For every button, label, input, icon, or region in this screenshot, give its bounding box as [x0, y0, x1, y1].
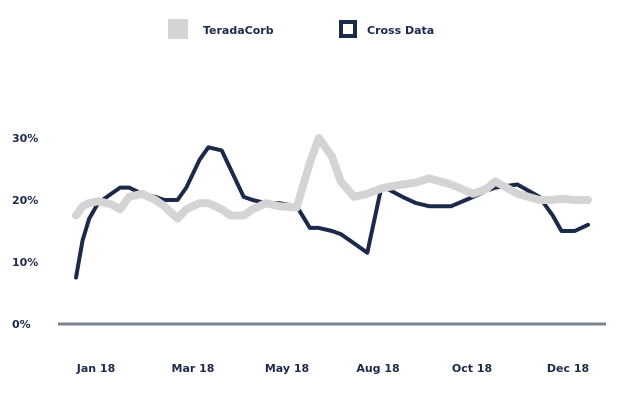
x-tick-label: Dec 18 [547, 362, 589, 375]
legend-label: TeradaCorb [203, 24, 274, 37]
y-tick-label: 0% [12, 318, 31, 331]
legend: TeradaCorb Cross Data [168, 19, 434, 39]
legend-item: TeradaCorb [168, 19, 274, 39]
x-tick-label: May 18 [265, 362, 309, 375]
y-axis-tick-labels: 0% 10% 20% 30% [12, 132, 38, 331]
x-tick-label: Mar 18 [172, 362, 215, 375]
x-axis-tick-labels: Jan 18 Mar 18 May 18 Aug 18 Oct 18 Dec 18 [76, 362, 589, 375]
y-tick-label: 30% [12, 132, 38, 145]
x-tick-label: Oct 18 [452, 362, 492, 375]
series-layer [72, 134, 592, 280]
y-tick-label: 20% [12, 194, 38, 207]
series-line-teradacorb [72, 134, 592, 223]
legend-label: Cross Data [367, 24, 434, 37]
legend-swatch [168, 19, 188, 39]
legend-swatch [339, 20, 357, 38]
x-tick-label: Aug 18 [356, 362, 399, 375]
x-tick-label: Jan 18 [76, 362, 115, 375]
legend-item: Cross Data [339, 20, 434, 38]
y-tick-label: 10% [12, 256, 38, 269]
